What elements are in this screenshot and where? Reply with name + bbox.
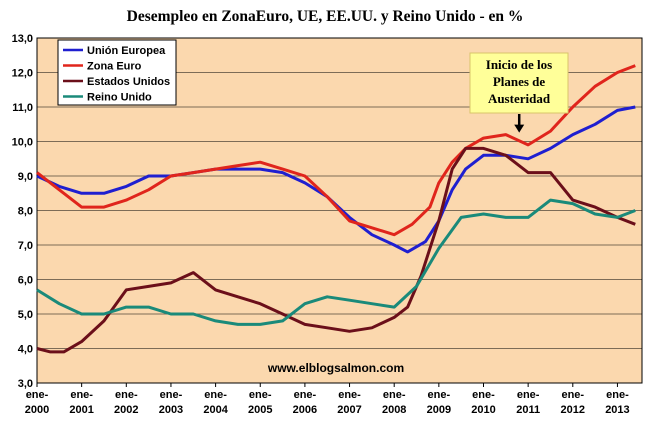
series-line-3 [36,198,636,326]
watermark: www.elblogsalmon.com [267,361,404,375]
x-tick-label-line2: 2003 [159,404,183,416]
legend-label: Zona Euro [87,61,142,73]
x-tick-label-line2: 2004 [203,404,228,416]
x-tick-label-line2: 2010 [471,404,495,416]
y-tick-label: 5,0 [18,309,33,321]
y-tick-label: 6,0 [18,275,33,287]
annotation-line-2: Planes de [493,74,546,89]
y-tick-label: 4,0 [18,344,33,356]
x-tick-label-line2: 2012 [561,404,585,416]
series-line-2 [36,146,636,354]
y-tick-label: 8,0 [18,206,33,218]
annotation-box [469,52,569,114]
x-tick-label-line2: 2000 [25,404,49,416]
x-tick-label-line2: 2013 [605,404,629,416]
legend-label: Estados Unidos [87,76,170,88]
x-tick-label-line1: ene- [115,389,138,401]
y-tick-label: 9,0 [18,171,33,183]
y-tick-label: 13,0 [12,33,33,45]
x-tick-label-line1: ene- [338,389,361,401]
x-tick-label-line1: ene- [383,389,406,401]
x-tick-label-line1: ene- [249,389,272,401]
x-tick-label-line2: 2007 [337,404,361,416]
annotation-line-1: Inicio de los [486,57,552,72]
austerity-annotation: Inicio de los Planes de Austeridad [469,52,569,133]
series-line-1 [36,64,636,237]
chart-title: Desempleo en ZonaEuro, UE, EE.UU. y Rein… [127,8,524,25]
x-tick-label-line2: 2008 [382,404,406,416]
legend-label: Reino Unido [87,92,152,104]
x-tick-label-line1: ene- [472,389,495,401]
x-tick-label-line2: 2006 [293,404,317,416]
y-tick-label: 12,0 [12,68,33,80]
annotation-arrow-head [514,124,525,133]
legend-label: Unión Europea [87,45,166,57]
data-series [36,64,636,354]
y-tick-label: 7,0 [18,240,33,252]
x-tick-label-line1: ene- [428,389,451,401]
legend: Unión Europea Zona Euro Estados Unidos Rein… [57,39,177,106]
x-tick-label-line1: ene- [26,389,49,401]
x-tick-label-line1: ene- [517,389,540,401]
y-tick-label: 10,0 [12,137,33,149]
x-axis-ticks: ene- 2000 ene- 2001 ene- 2002 ene- 2003 ene- 2004… [25,383,630,416]
x-tick-label-line1: ene- [606,389,629,401]
y-tick-label: 11,0 [12,102,33,114]
x-tick-label-line1: ene- [204,389,227,401]
x-tick-label-line1: ene- [160,389,183,401]
x-tick-label-line1: ene- [70,389,93,401]
x-tick-label-line1: ene- [294,389,317,401]
x-tick-label-line2: 2002 [114,404,138,416]
series-line-0 [36,105,636,254]
x-tick-label-line2: 2001 [69,404,93,416]
x-tick-label-line2: 2005 [248,404,272,416]
annotation-line-3: Austeridad [488,91,551,106]
y-tick-label: 3,0 [18,378,33,390]
y-axis-ticks: 3,0 4,0 5,0 6,0 7,0 8,0 9,0 10,0 11,0 12,0 13,0 [12,33,33,390]
x-tick-label-line1: ene- [561,389,584,401]
x-tick-label-line2: 2011 [516,404,540,416]
x-tick-label-line2: 2009 [427,404,451,416]
